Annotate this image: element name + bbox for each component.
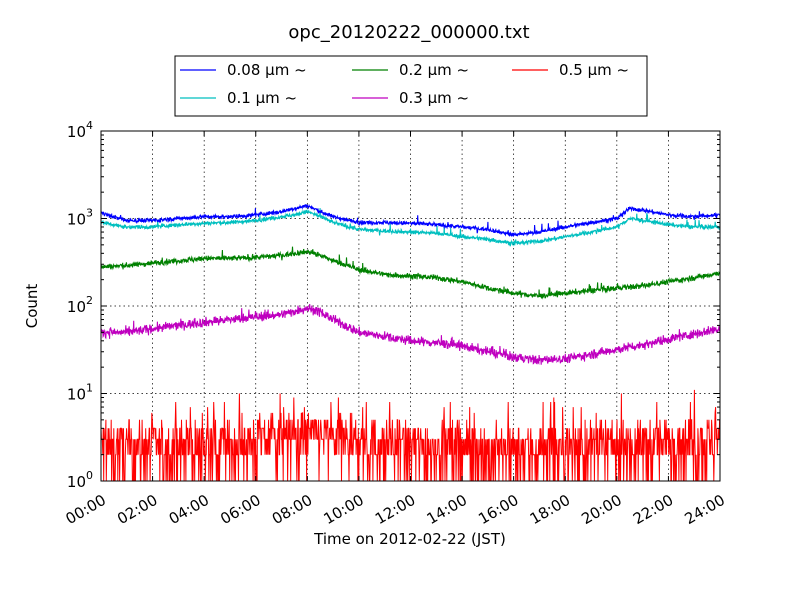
- y-tick-labels: 100 101 102 103 104: [67, 119, 93, 491]
- x-tick-label: 18:00: [527, 491, 573, 528]
- legend-label: 0.2 μm ~: [399, 61, 469, 79]
- x-tick-label: 00:00: [63, 491, 109, 528]
- legend-item: 0.2 μm ~: [352, 61, 469, 79]
- x-tick-label: 24:00: [682, 491, 728, 528]
- x-tick-label: 02:00: [114, 491, 160, 528]
- y-tick-label: 100: [67, 469, 93, 491]
- x-tick-label: 16:00: [475, 491, 521, 528]
- y-tick-label: 103: [67, 207, 93, 229]
- legend-label: 0.08 μm ~: [227, 61, 307, 79]
- series-line: [101, 389, 720, 481]
- legend-item: 0.08 μm ~: [180, 61, 307, 79]
- x-tick-label: 12:00: [372, 491, 418, 528]
- series-layer: [101, 203, 720, 481]
- legend: 0.08 μm ~ 0.1 μm ~ 0.2 μm ~ 0.3 μm ~ 0.5 μm …: [174, 55, 648, 117]
- legend-label: 0.1 μm ~: [227, 89, 297, 107]
- legend-box: [174, 55, 648, 117]
- x-axis-label: Time on 2012-02-22 (JST): [313, 530, 506, 548]
- series-line: [101, 203, 720, 238]
- legend-item: 0.5 μm ~: [512, 61, 629, 79]
- y-axis-label: Count: [23, 284, 41, 329]
- y-tick-label: 104: [67, 119, 93, 141]
- x-tick-label: 06:00: [217, 491, 263, 528]
- x-tick-label: 08:00: [269, 491, 315, 528]
- x-tick-label: 20:00: [578, 491, 624, 528]
- series-line: [101, 246, 720, 300]
- x-tick-label: 14:00: [424, 491, 470, 528]
- x-tick-label: 22:00: [630, 491, 676, 528]
- x-tick-label: 10:00: [320, 491, 366, 528]
- series-line: [101, 304, 720, 366]
- legend-item: 0.3 μm ~: [352, 89, 469, 107]
- legend-item: 0.1 μm ~: [180, 89, 297, 107]
- series-line: [101, 208, 720, 247]
- ticks: [100, 130, 721, 482]
- y-tick-label: 102: [67, 294, 93, 316]
- chart-title: opc_20120222_000000.txt: [288, 22, 529, 43]
- legend-label: 0.5 μm ~: [559, 61, 629, 79]
- x-tick-labels: 00:00 02:00 04:00 06:00 08:00 10:00 12:00 14:00…: [63, 491, 728, 528]
- y-tick-label: 101: [67, 382, 93, 404]
- legend-label: 0.3 μm ~: [399, 89, 469, 107]
- x-tick-label: 04:00: [166, 491, 212, 528]
